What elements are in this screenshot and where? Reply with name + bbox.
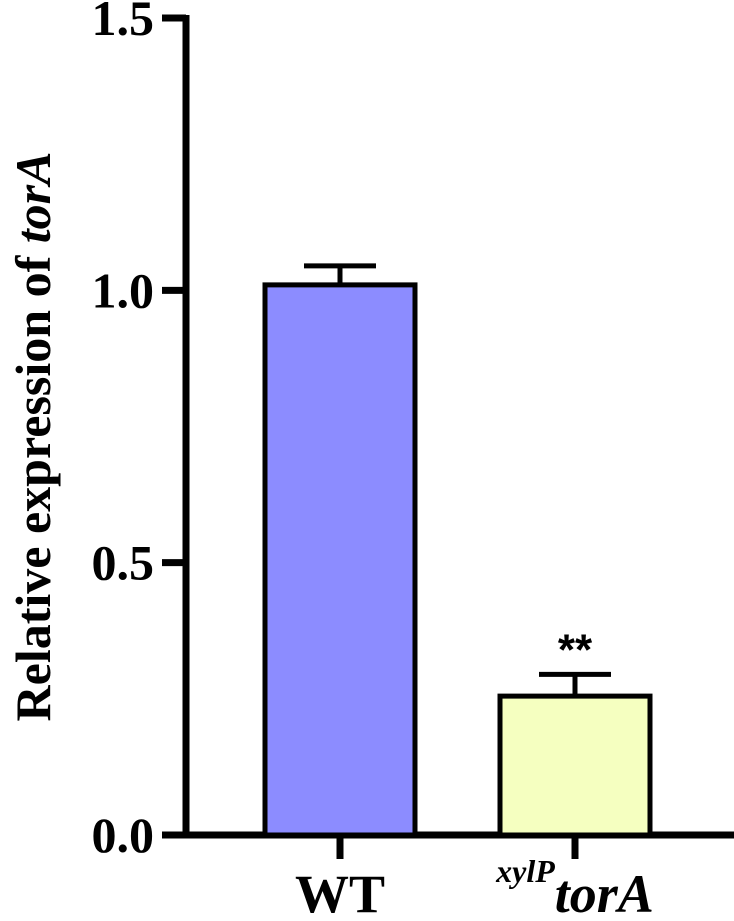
y-axis-label-group: Relative expression of torA: [5, 152, 61, 722]
x-tick-label: WT: [295, 864, 385, 921]
x-tick-label-main: torA: [555, 864, 654, 921]
y-axis-label: Relative expression of torA: [5, 152, 61, 722]
bar: [262, 282, 418, 838]
y-tick-label: 1.5: [92, 0, 155, 46]
x-tick-label-superscript: xylP: [495, 853, 555, 889]
bars: **: [262, 263, 653, 838]
y-tick-label: 0.0: [92, 807, 155, 863]
y-tick-label: 0.5: [92, 535, 155, 591]
bar: [497, 693, 653, 838]
significance-label: **: [558, 625, 593, 674]
y-tick-label: 1.0: [92, 262, 155, 318]
x-tick-label: xylPtorA: [495, 853, 654, 921]
x-tick-label-main: WT: [295, 864, 385, 921]
x-axis-labels: WT xylPtorA: [295, 853, 654, 921]
